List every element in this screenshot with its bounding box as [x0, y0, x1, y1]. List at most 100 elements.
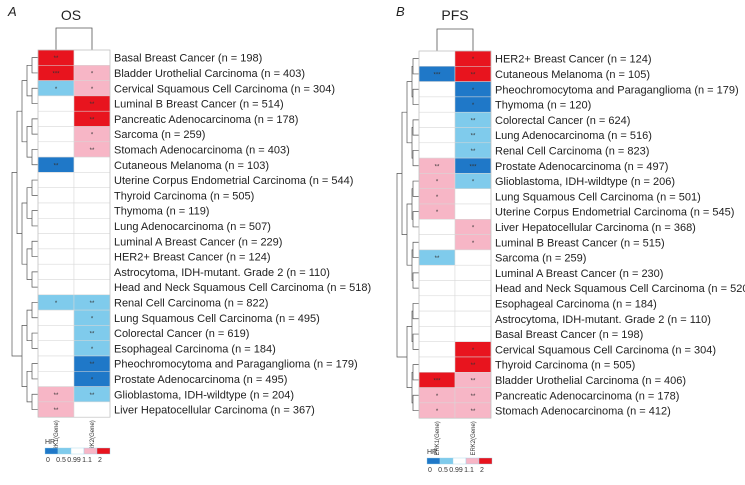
legend-tick: 0.5	[56, 457, 66, 464]
significance-label: ***	[52, 71, 60, 77]
legend-tick: 2	[480, 467, 484, 474]
heatmap-cell	[37, 187, 75, 204]
legend-swatch	[83, 447, 98, 455]
row-label: Lung Adenocarcinoma (n = 507)	[114, 221, 271, 233]
significance-label: *	[436, 394, 439, 400]
row-label: Esophageal Carcinoma (n = 184)	[495, 298, 657, 310]
row-label: Cutaneous Melanoma (n = 105)	[495, 69, 650, 81]
heatmap-cell	[73, 172, 111, 188]
row-label: Head and Neck Squamous Cell Carcinoma (n…	[114, 282, 371, 294]
row-label: Sarcoma (n = 259)	[495, 253, 586, 265]
heatmap-border	[418, 50, 492, 419]
heatmap-cell	[418, 356, 456, 373]
significance-label: **	[90, 301, 95, 307]
heatmap-cell	[37, 218, 75, 234]
heatmap-cell	[418, 219, 456, 235]
significance-label: *	[91, 316, 94, 322]
significance-label: *	[91, 71, 94, 77]
column-label: ERK1(Gene)	[435, 421, 441, 455]
heatmap-cell	[37, 248, 75, 265]
row-label: Uterine Corpus Endometrial Carcinoma (n …	[495, 207, 734, 219]
legend-swatch	[44, 447, 59, 455]
row-label: Bladder Urothelial Carcinoma (n = 406)	[495, 375, 686, 387]
column-dendrogram	[55, 27, 93, 50]
significance-label: **	[435, 256, 440, 262]
heatmap-cell	[37, 233, 75, 250]
legend-swatch	[70, 447, 85, 455]
legend-title: HR	[427, 449, 437, 456]
significance-label: ***	[469, 164, 477, 170]
heatmap-cell	[37, 309, 75, 326]
heatmap-cell	[37, 325, 75, 341]
significance-label: **	[90, 102, 95, 108]
heatmap-cell	[454, 326, 492, 342]
significance-label: ***	[433, 378, 441, 384]
row-label: Head and Neck Squamous Cell Carcinoma (n…	[495, 283, 745, 295]
significance-label: **	[471, 118, 476, 124]
row-label: Astrocytoma, IDH-mutant. Grade 2 (n = 11…	[495, 314, 711, 326]
heatmap-cell	[73, 49, 111, 66]
row-label: Astrocytoma, IDH-mutant. Grade 2 (n = 11…	[114, 267, 330, 279]
heatmap-cell	[73, 218, 111, 234]
row-label: Luminal B Breast Cancer (n = 514)	[114, 99, 284, 111]
heatmap-border	[37, 49, 111, 418]
heatmap-cell	[37, 355, 75, 372]
heatmap-cell	[454, 249, 492, 266]
heatmap-cell	[37, 340, 75, 357]
row-label: Basal Breast Cancer (n = 198)	[114, 53, 262, 65]
row-label: Renal Cell Carcinoma (n = 822)	[114, 297, 268, 309]
column-label: ERK1(Gene)	[54, 420, 60, 454]
row-label: Prostate Adenocarcinoma (n = 495)	[114, 374, 287, 386]
row-label: HER2+ Breast Cancer (n = 124)	[495, 54, 652, 66]
significance-label: **	[471, 409, 476, 415]
legend-tick: 1.1	[82, 457, 92, 464]
legend-title: HR	[45, 439, 55, 446]
heatmap-cell	[73, 263, 111, 280]
heatmap-cell	[454, 310, 492, 327]
row-label: Prostate Adenocarcinoma (n = 497)	[495, 161, 668, 173]
row-label: Liver Hepatocellular Carcinoma (n = 368)	[495, 222, 696, 234]
row-label: Thymoma (n = 120)	[495, 100, 591, 112]
significance-label: **	[471, 134, 476, 140]
significance-label: *	[91, 87, 94, 93]
legend-swatch	[57, 447, 72, 455]
row-label: Lung Squamous Cell Carcinoma (n = 501)	[495, 191, 701, 203]
column-label: ERK2(Gene)	[471, 421, 477, 455]
legend-swatch	[465, 457, 480, 465]
row-label: Liver Hepatocellular Carcinoma (n = 367)	[114, 405, 315, 417]
heatmap-cell	[73, 248, 111, 265]
row-label: Thymoma (n = 119)	[114, 206, 209, 218]
significance-label: **	[471, 378, 476, 384]
legend-swatch	[452, 457, 467, 465]
legend-swatch	[478, 457, 493, 465]
significance-label: **	[54, 163, 59, 169]
heatmap-cell	[454, 280, 492, 297]
significance-label: *	[55, 87, 58, 93]
heatmap-cell	[418, 142, 456, 159]
heatmap-cell	[73, 202, 111, 219]
row-label: Pheochromocytoma and Paraganglioma (n = …	[495, 84, 739, 96]
legend-tick: 0	[428, 467, 432, 474]
heatmap-cell	[37, 126, 75, 143]
legend-tick: 0.99	[449, 467, 463, 474]
row-label: Pheochromocytoma and Paraganglioma (n = …	[114, 359, 358, 371]
panel-label: A	[7, 4, 17, 19]
row-label: Luminal A Breast Cancer (n = 229)	[114, 236, 282, 248]
heatmap-cell	[418, 127, 456, 144]
legend-tick: 1.1	[464, 467, 474, 474]
legend-tick: 0.5	[438, 467, 448, 474]
heatmap-cell	[418, 50, 456, 67]
significance-label: *	[436, 409, 439, 415]
heatmap-cell	[418, 81, 456, 98]
heatmap-cell	[418, 341, 456, 358]
row-label: Sarcoma (n = 259)	[114, 129, 205, 141]
row-label: Pancreatic Adenocarcinoma (n = 178)	[495, 390, 679, 402]
heatmap-cell	[454, 203, 492, 220]
significance-label: *	[472, 225, 475, 231]
legend-tick: 0.99	[67, 457, 81, 464]
heatmap-cell	[418, 310, 456, 327]
heatmap-cell	[37, 141, 75, 158]
significance-label: **	[90, 148, 95, 154]
significance-label: *	[472, 348, 475, 354]
